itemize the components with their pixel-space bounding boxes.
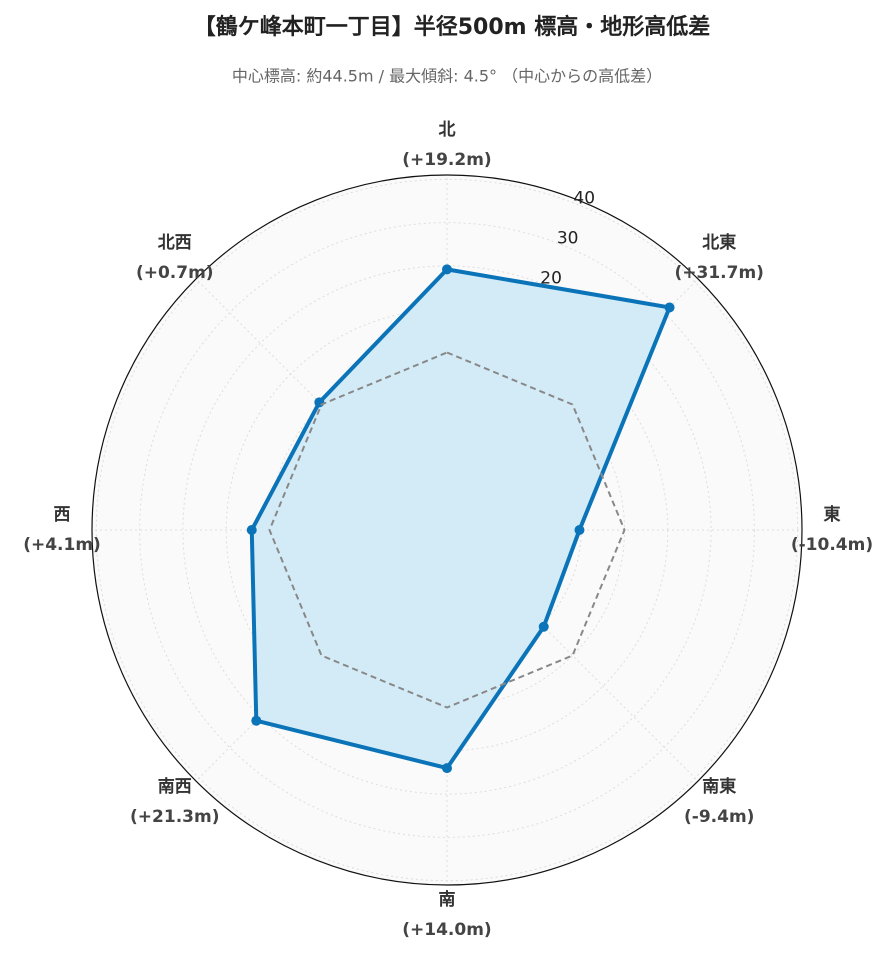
r-tick-label: 40 [573, 189, 595, 209]
r-tick-label: 30 [557, 229, 579, 249]
point [314, 397, 325, 408]
point [246, 525, 257, 535]
value-label: (+19.2m) [402, 150, 491, 170]
value-label: (+31.7m) [675, 263, 764, 283]
value-label: (-9.4m) [684, 807, 754, 827]
grid-circle [139, 222, 755, 838]
chart-title: 【鶴ケ峰本町一丁目】半径500m 標高・地形高低差 [194, 14, 711, 40]
spoke [195, 529, 448, 782]
point [442, 763, 452, 774]
spoke [446, 529, 699, 782]
chart-subtitle: 中心標高: 約44.5m / 最大傾斜: 4.5° （中心からの高低差） [232, 67, 662, 86]
category-label: 南西 [158, 776, 192, 797]
category-label: 東 [824, 504, 841, 525]
value-label: (+4.1m) [23, 535, 101, 555]
grid-circle [95, 178, 799, 882]
grid-circle [182, 265, 712, 795]
value-label: (+0.7m) [136, 263, 214, 283]
value-label: (+21.3m) [130, 807, 219, 827]
point [251, 715, 262, 726]
point [442, 264, 452, 275]
point [538, 621, 549, 632]
value-label: (-10.4m) [791, 535, 873, 555]
category-label: 西 [54, 505, 71, 525]
point [574, 525, 585, 535]
r-tick-label: 20 [540, 269, 562, 289]
spoke [195, 278, 448, 531]
category-label: 北東 [702, 232, 736, 253]
reference-line [268, 351, 626, 709]
category-label: 北 [439, 120, 456, 140]
category-label: 南東 [702, 776, 736, 797]
category-label: 南 [439, 889, 456, 910]
point [664, 302, 675, 313]
category-label: 北西 [158, 233, 192, 253]
value-label: (+14.0m) [402, 920, 491, 940]
